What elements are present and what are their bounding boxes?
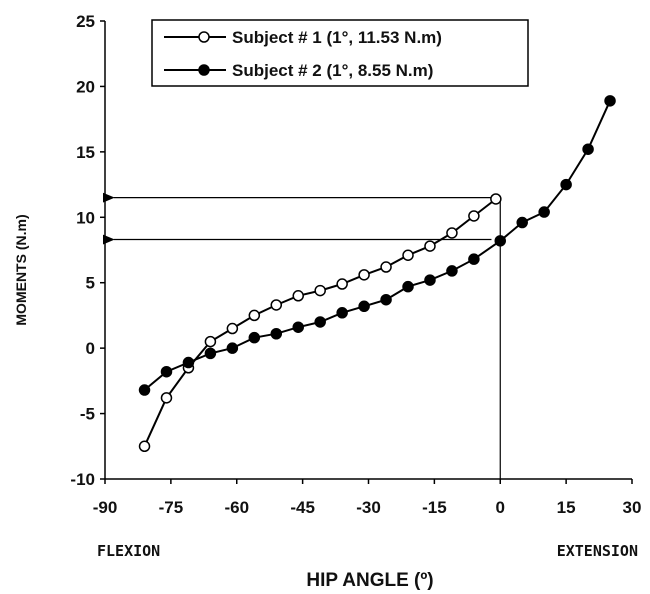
data-point-subject-2 (204, 347, 217, 360)
data-point-subject-1 (248, 309, 261, 322)
data-point-subject-2 (270, 327, 283, 340)
legend-label-subject-2: Subject # 2 (1°, 8.55 N.m) (232, 61, 433, 80)
y-axis-title: MOMENTS (N.m) (13, 214, 29, 325)
data-point-subject-2 (160, 365, 173, 378)
data-point-subject-1 (336, 278, 348, 290)
y-tick-label: 25 (76, 12, 95, 31)
data-point-subject-2 (248, 331, 261, 344)
legend-marker-subject-1 (198, 31, 210, 43)
series-subject-1 (138, 193, 502, 453)
data-point-subject-2 (182, 356, 195, 369)
data-point-subject-2 (446, 265, 458, 277)
data-point-subject-1 (490, 193, 502, 205)
data-point-subject-2 (292, 321, 304, 333)
data-point-subject-2 (424, 274, 436, 286)
data-point-subject-1 (380, 261, 392, 273)
data-point-subject-2 (468, 253, 480, 265)
x-tick-label: -60 (224, 498, 249, 517)
legend: Subject # 1 (1°, 11.53 N.m) Subject # 2 … (151, 19, 529, 87)
x-axis-title: HIP ANGLE (º) (306, 570, 433, 591)
data-point-subject-1 (446, 227, 458, 239)
y-tick-label: 5 (86, 274, 95, 293)
data-point-subject-2 (226, 342, 239, 354)
flexion-label: FLEXION (97, 542, 160, 560)
y-tick-label: 20 (76, 77, 95, 96)
data-point-subject-1 (270, 299, 283, 311)
x-tick-label: -30 (356, 498, 381, 517)
y-tick-label: 10 (76, 208, 95, 227)
x-tick-label: -45 (290, 498, 315, 517)
data-point-subject-1 (204, 335, 217, 348)
data-point-subject-1 (160, 392, 173, 404)
data-point-subject-1 (468, 210, 480, 222)
legend-label-subject-1: Subject # 1 (1°, 11.53 N.m) (232, 28, 442, 47)
data-point-subject-1 (424, 240, 436, 252)
y-tick-label: 0 (86, 339, 95, 358)
data-point-subject-1 (226, 322, 239, 335)
data-point-subject-2 (358, 300, 370, 313)
labels: HIP ANGLE (º) MOMENTS (N.m) FLEXION EXTE… (13, 214, 638, 591)
legend-box (151, 19, 529, 87)
data-point-subject-2 (516, 216, 528, 229)
series-subject-2 (138, 95, 616, 396)
data-point-subject-1 (138, 440, 151, 453)
series-line-subject-2 (143, 100, 611, 391)
data-point-subject-2 (402, 280, 414, 293)
y-tick-label: -5 (80, 405, 95, 424)
y-tick-label: -10 (70, 470, 95, 489)
y-tick-label: 15 (76, 143, 95, 162)
x-tick-label: -15 (422, 498, 447, 517)
data-point-subject-2 (560, 178, 572, 191)
data-point-subject-1 (402, 249, 414, 261)
data-point-subject-1 (314, 284, 326, 297)
extension-label: EXTENSION (557, 542, 638, 560)
data-point-subject-2 (138, 384, 151, 396)
data-point-subject-2 (336, 307, 348, 319)
data-point-subject-1 (358, 269, 370, 281)
data-point-subject-2 (494, 235, 506, 247)
data-point-subject-2 (604, 95, 616, 107)
data-point-subject-2 (314, 316, 326, 328)
x-tick-label: 30 (623, 498, 642, 517)
legend-marker-subject-2 (198, 64, 210, 76)
x-tick-label: -75 (159, 498, 184, 517)
x-tick-label: -90 (93, 498, 118, 517)
data-point-subject-1 (292, 290, 304, 302)
data-point-subject-2 (380, 293, 392, 306)
x-tick-label: 15 (557, 498, 576, 517)
axes: -10 -5 0 5 10 15 20 25 -90 -75 -60 -45 -30 -15 0 15 30 (70, 12, 641, 517)
data-point-subject-2 (582, 143, 594, 155)
data-point-subject-2 (538, 206, 550, 218)
series (138, 95, 616, 453)
x-tick-label: 0 (496, 498, 505, 517)
